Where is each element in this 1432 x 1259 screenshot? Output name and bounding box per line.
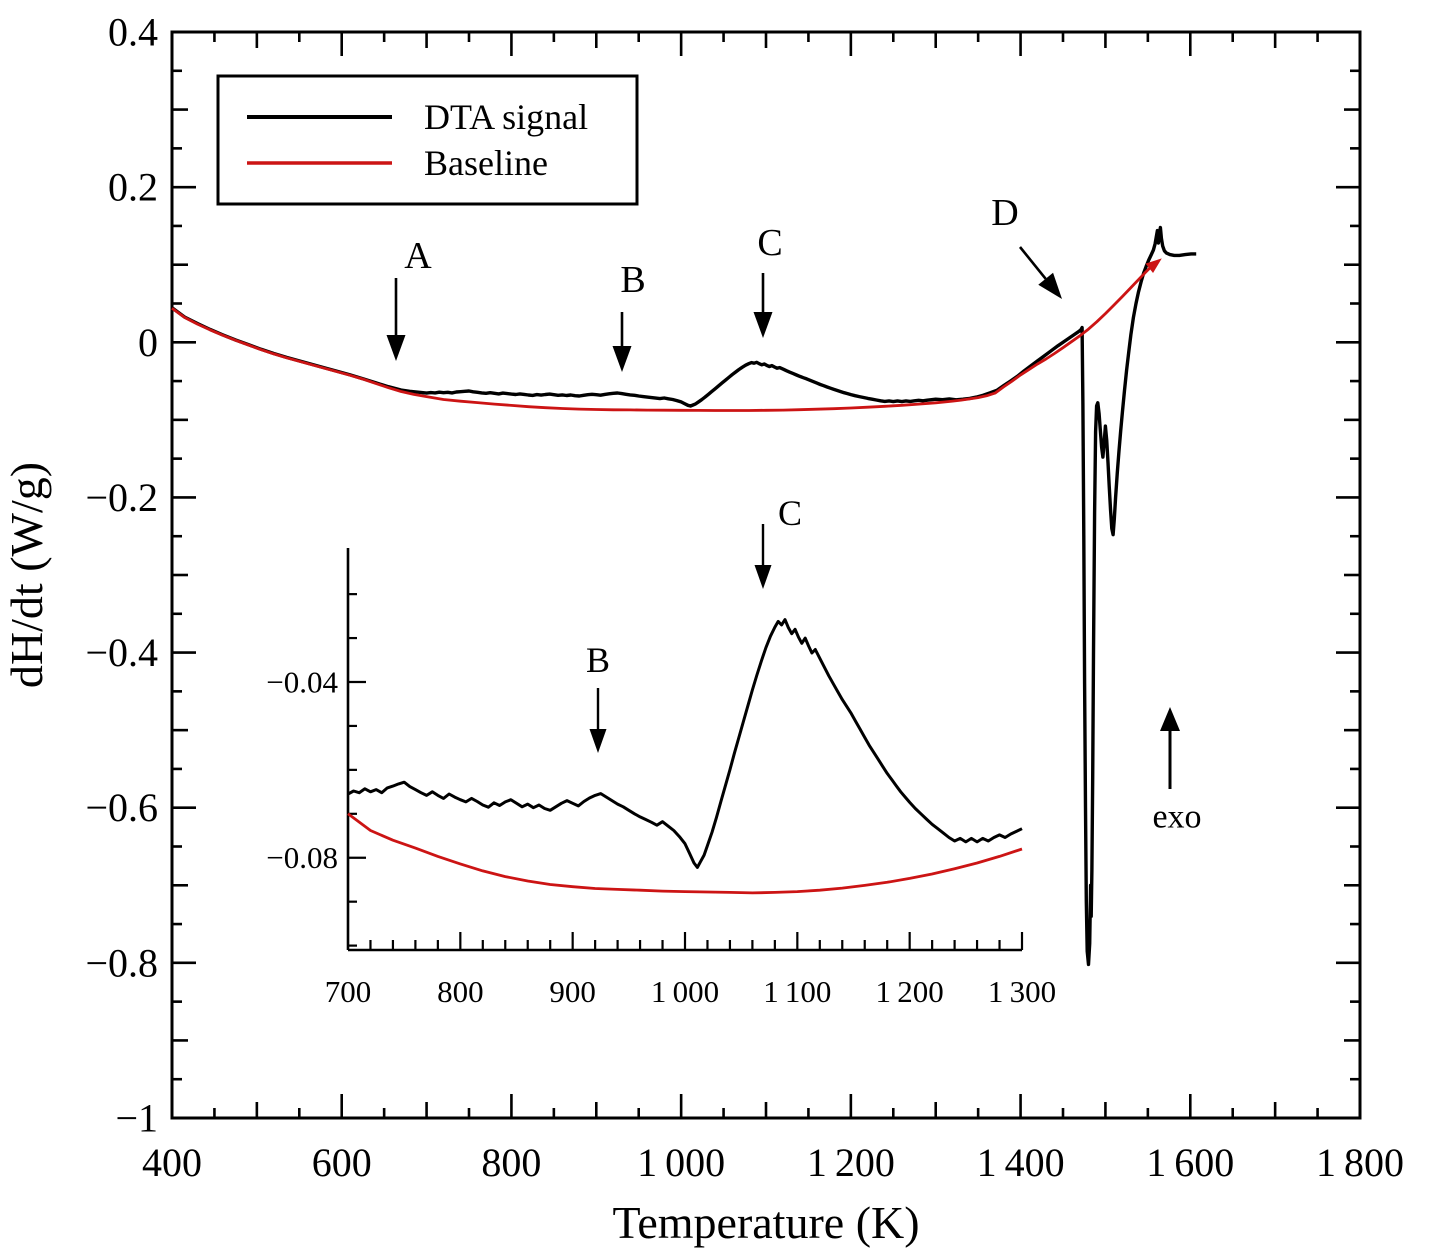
x-tick-label: 400 [142, 1140, 202, 1185]
x-tick-label: 1 400 [977, 1140, 1065, 1185]
inset-y-tick-label: −0.08 [266, 840, 338, 875]
dta-signal-curve [170, 225, 1197, 967]
y-tick-label: −0.2 [85, 475, 158, 520]
inset-annotation-B-label: B [586, 640, 610, 680]
x-tick-label: 600 [312, 1140, 372, 1185]
inset-x-tick-label: 1 300 [988, 974, 1056, 1009]
annotation-C-arrow-head [753, 312, 773, 338]
inset-baseline-curve [347, 812, 1023, 895]
annotation-B-arrow-head [612, 346, 632, 372]
legend: DTA signal Baseline [216, 74, 639, 206]
inset-annotation-C-arrow-head [754, 565, 772, 589]
baseline-end-arrow-head [1145, 258, 1162, 274]
inset-x-tick-label: 800 [437, 974, 484, 1009]
inset-annotation-B-arrow-head [589, 729, 607, 753]
legend-box [216, 74, 639, 206]
inset-x-tick-label: 1 200 [876, 974, 944, 1009]
y-axis-title: dH/dt (W/g) [1, 462, 52, 688]
y-tick-label: 0.4 [108, 10, 158, 55]
y-tick-label: −0.6 [85, 785, 158, 830]
axes-layer: 400 600 800 1 000 1 200 1 400 1 600 1 800 0.4 0.2… [85, 10, 1404, 1186]
x-tick-label: 1 200 [807, 1140, 895, 1185]
inset-annotation-C-label: C [778, 493, 802, 533]
annotation-D-label: D [991, 192, 1018, 234]
legend-label-dta-signal: DTA signal [424, 97, 588, 137]
inset-x-tick-label: 1 000 [651, 974, 719, 1009]
annotation-A-label: A [404, 235, 432, 277]
annotation-D-arrow-shaft [1018, 246, 1047, 280]
annotation-C-label: C [757, 222, 782, 264]
y-tick-label: −1 [115, 1096, 158, 1141]
x-tick-label: 1 000 [637, 1140, 725, 1185]
inset-dta-signal-curve [347, 618, 1023, 869]
x-axis-title: Temperature (K) [612, 1197, 919, 1248]
y-tick-label: 0 [138, 320, 158, 365]
legend-label-baseline: Baseline [424, 143, 548, 183]
inset-y-tick-label: −0.04 [266, 665, 338, 700]
y-tick-label: −0.4 [85, 630, 158, 675]
y-tick-label: −0.8 [85, 940, 158, 985]
exo-arrow-head [1160, 707, 1180, 731]
annotation-A-arrow-head [386, 335, 406, 361]
series-layer [170, 225, 1197, 967]
annotation-B-label: B [620, 259, 645, 301]
inset-x-tick-label: 1 100 [763, 974, 831, 1009]
x-tick-label: 1 600 [1146, 1140, 1234, 1185]
inset-x-tick-label: 700 [325, 974, 372, 1009]
inset-x-tick-label: 900 [549, 974, 596, 1009]
annotation-D-arrow-head [1038, 272, 1062, 299]
x-tick-label: 800 [481, 1140, 541, 1185]
x-tick-label: 1 800 [1316, 1140, 1404, 1185]
baseline-curve [171, 263, 1155, 412]
y-tick-label: 0.2 [108, 165, 158, 210]
exo-label: exo [1152, 799, 1201, 836]
